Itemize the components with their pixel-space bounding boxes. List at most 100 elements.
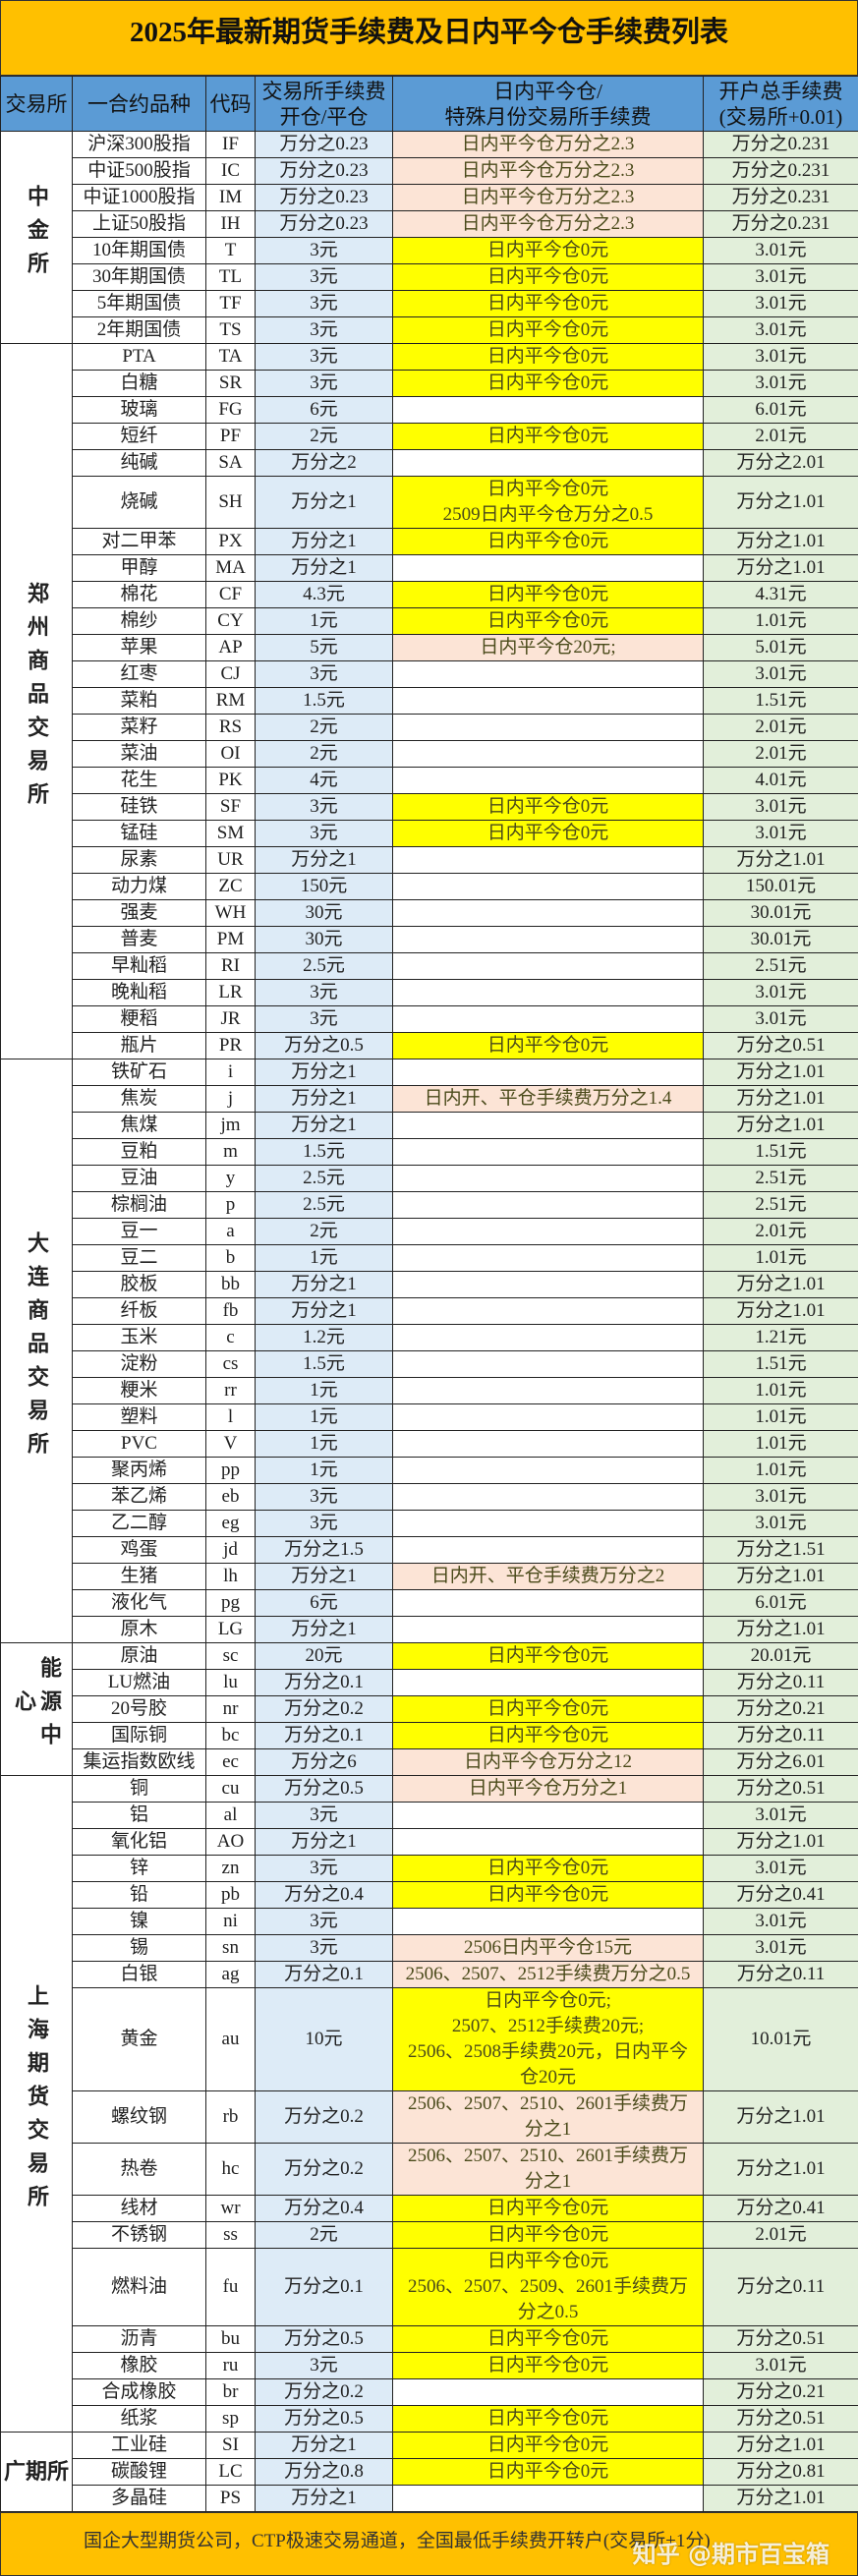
total-cell: 万分之1.01 <box>704 555 858 582</box>
fee-cell: 万分之1 <box>256 1086 393 1113</box>
product-cell: 菜油 <box>73 741 206 768</box>
product-cell: 甲醇 <box>73 555 206 582</box>
product-cell: 玉米 <box>73 1325 206 1351</box>
fee-cell: 万分之0.5 <box>256 1776 393 1803</box>
code-cell: PM <box>206 927 256 953</box>
fee-cell: 万分之1 <box>256 2433 393 2459</box>
product-cell: 聚丙烯 <box>73 1458 206 1484</box>
code-cell: i <box>206 1059 256 1086</box>
code-cell: AP <box>206 635 256 661</box>
total-cell: 4.31元 <box>704 582 858 608</box>
intraday-cell: 2506、2507、2510、2601手续费万 分之1 <box>393 2144 704 2196</box>
intraday-cell: 日内平今仓万分之1 <box>393 1776 704 1803</box>
code-cell: RM <box>206 688 256 715</box>
code-cell: fb <box>206 1298 256 1325</box>
intraday-cell <box>393 1404 704 1431</box>
fee-cell: 1元 <box>256 1378 393 1404</box>
fee-cell: 3元 <box>256 371 393 397</box>
product-cell: 上证50股指 <box>73 211 206 238</box>
fee-cell: 万分之0.4 <box>256 2196 393 2222</box>
fee-cell: 3元 <box>256 264 393 291</box>
code-cell: b <box>206 1245 256 1272</box>
intraday-cell <box>393 1192 704 1219</box>
total-cell: 万分之0.21 <box>704 2379 858 2406</box>
product-cell: 生猪 <box>73 1564 206 1590</box>
total-cell: 万分之6.01 <box>704 1749 858 1776</box>
intraday-cell <box>393 2486 704 2512</box>
code-cell: V <box>206 1431 256 1458</box>
intraday-cell: 2506日内平今仓15元 <box>393 1935 704 1962</box>
total-cell: 万分之0.41 <box>704 2196 858 2222</box>
fee-cell: 20元 <box>256 1643 393 1670</box>
code-cell: PR <box>206 1033 256 1059</box>
total-cell: 3.01元 <box>704 794 858 821</box>
code-cell: hc <box>206 2144 256 2196</box>
fee-cell: 万分之1 <box>256 2486 393 2512</box>
code-cell: zn <box>206 1856 256 1882</box>
exchange-cell: 广期所 <box>1 2433 73 2512</box>
total-cell: 2.01元 <box>704 2222 858 2249</box>
code-cell: nr <box>206 1696 256 1723</box>
fee-cell: 万分之1.5 <box>256 1537 393 1564</box>
intraday-cell: 日内平今仓0元 <box>393 1723 704 1749</box>
product-cell: 尿素 <box>73 847 206 874</box>
product-cell: 多晶硅 <box>73 2486 206 2512</box>
fee-cell: 1.5元 <box>256 1351 393 1378</box>
fee-cell: 万分之0.2 <box>256 1696 393 1723</box>
fee-cell: 万分之0.8 <box>256 2459 393 2486</box>
total-cell: 150.01元 <box>704 874 858 900</box>
intraday-cell: 日内平今仓0元 <box>393 1856 704 1882</box>
code-cell: j <box>206 1086 256 1113</box>
fee-cell: 万分之1 <box>256 847 393 874</box>
total-cell: 3.01元 <box>704 661 858 688</box>
fee-cell: 万分之0.5 <box>256 2406 393 2433</box>
code-cell: SA <box>206 450 256 477</box>
fee-cell: 万分之1 <box>256 1298 393 1325</box>
product-cell: 早籼稻 <box>73 953 206 980</box>
product-cell: PVC <box>73 1431 206 1458</box>
header-total: 开户总手续费 (交易所+0.01) <box>704 77 858 132</box>
intraday-cell: 日内平今仓0元 <box>393 238 704 264</box>
fee-cell: 3元 <box>256 1856 393 1882</box>
product-cell: 30年期国债 <box>73 264 206 291</box>
code-cell: TL <box>206 264 256 291</box>
total-cell: 3.01元 <box>704 1484 858 1511</box>
footer-banner: 国企大型期货公司，CTP极速交易通道，全国最低手续费开转户(交易所+1分) 知乎… <box>0 2512 858 2576</box>
code-cell: PX <box>206 529 256 555</box>
exchange-cell: 能源中心 <box>1 1643 73 1776</box>
fee-cell: 万分之0.23 <box>256 158 393 185</box>
fee-cell: 万分之1 <box>256 1617 393 1643</box>
exchange-name: 上海期货交易所 <box>24 1984 49 2218</box>
intraday-cell <box>393 1458 704 1484</box>
fee-cell: 万分之0.5 <box>256 1033 393 1059</box>
fee-cell: 万分之0.5 <box>256 2326 393 2353</box>
intraday-cell <box>393 1378 704 1404</box>
intraday-cell: 日内平今仓0元 <box>393 794 704 821</box>
intraday-cell: 2506、2507、2510、2601手续费万 分之1 <box>393 2091 704 2144</box>
intraday-cell <box>393 1511 704 1537</box>
total-cell: 万分之1.01 <box>704 1298 858 1325</box>
intraday-cell <box>393 768 704 794</box>
